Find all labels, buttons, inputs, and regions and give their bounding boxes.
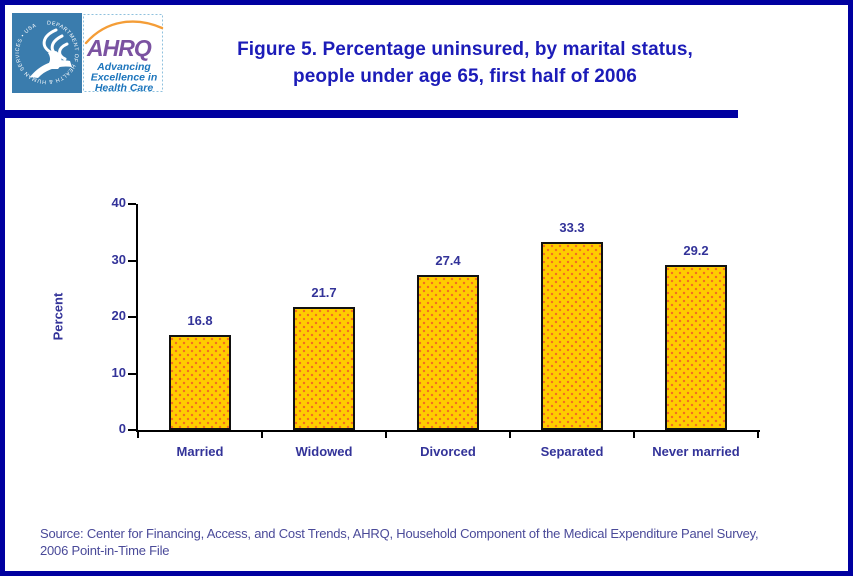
bar-value-label: 29.2	[683, 243, 709, 259]
plot-area: 0 10 20 30 40 16.8 Married 21.7 Widowed 27.4 Divor…	[112, 195, 760, 459]
bar-value-label: 21.7	[311, 285, 337, 301]
y-axis-title: Percent	[50, 292, 66, 341]
ahrq-tagline-line2: Excellence in	[91, 72, 158, 84]
bar	[293, 307, 355, 430]
x-tick-label: Married	[176, 444, 224, 459]
hhs-logo-background	[12, 13, 82, 93]
x-tick-label: Separated	[540, 444, 604, 459]
ahrq-acronym: AHRQ	[86, 35, 152, 61]
x-axis-line	[136, 430, 760, 432]
x-axis-tick	[261, 430, 263, 438]
y-axis-tick	[128, 316, 136, 318]
y-tick-label: 40	[111, 195, 126, 210]
bar	[665, 265, 727, 430]
figure-title: Figure 5. Percentage uninsured, by marit…	[165, 36, 765, 90]
bar	[417, 275, 479, 430]
x-axis-tick	[757, 430, 759, 438]
ahrq-panel-border	[83, 14, 163, 92]
x-axis-tick	[509, 430, 511, 438]
x-axis-tick	[633, 430, 635, 438]
header-divider-bar	[5, 110, 738, 118]
ahrq-hhs-logo: DEPARTMENT OF HEALTH & HUMAN SERVICES • …	[12, 13, 164, 94]
bar-value-label: 16.8	[187, 313, 213, 329]
y-tick-label: 0	[118, 421, 126, 436]
bar	[541, 241, 603, 430]
bar-value-label: 33.3	[559, 219, 585, 235]
ahrq-hhs-logo-svg: DEPARTMENT OF HEALTH & HUMAN SERVICES • …	[12, 13, 164, 94]
y-axis-tick	[128, 429, 136, 431]
hhs-eagle-icon	[30, 28, 72, 78]
y-axis-tick	[128, 372, 136, 375]
ahrq-tagline-line1: Advancing	[96, 61, 151, 73]
source-note-line1: Source: Center for Financing, Access, an…	[40, 526, 759, 541]
figure-title-line2: people under age 65, first half of 2006	[293, 66, 637, 87]
ahrq-tagline-line3: Health Care	[95, 82, 154, 93]
y-tick-label: 10	[111, 364, 126, 380]
y-axis-tick	[128, 259, 136, 262]
x-tick-label: Divorced	[420, 444, 476, 459]
ahrq-arc-icon	[84, 20, 164, 45]
y-tick-label: 20	[111, 308, 126, 323]
x-axis-tick	[385, 430, 387, 438]
source-note-line2: 2006 Point-in-Time File	[40, 543, 170, 558]
ahrq-panel-background	[82, 13, 164, 93]
y-axis-tick	[128, 203, 136, 205]
x-tick-label: Widowed	[295, 444, 353, 459]
source-note: Source: Center for Financing, Access, an…	[40, 525, 840, 559]
x-tick-label: Never married	[652, 444, 740, 459]
y-axis-line	[136, 204, 138, 432]
bar-value-label: 27.4	[435, 253, 461, 269]
x-axis-tick	[137, 430, 139, 438]
bar	[169, 335, 231, 430]
figure-title-line1: Figure 5. Percentage uninsured, by marit…	[237, 39, 693, 60]
y-tick-label: 30	[111, 251, 126, 267]
